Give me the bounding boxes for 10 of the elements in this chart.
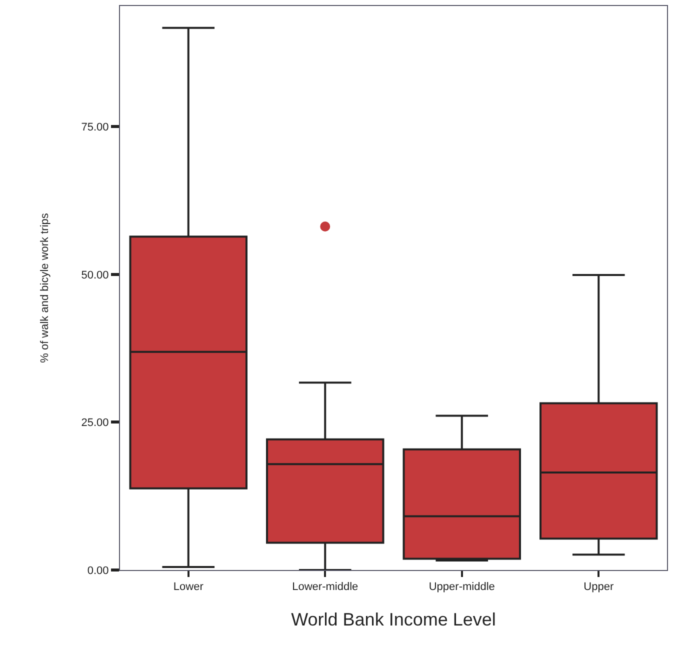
y-tick-label: 50.00: [81, 269, 109, 282]
x-tick-label: Lower-middle: [292, 581, 358, 594]
y-tick-label: 25.00: [81, 417, 109, 430]
x-tick-label: Lower: [173, 581, 204, 594]
x-tick-label: Upper-middle: [428, 581, 495, 594]
y-axis-title: % of walk and bicyle work trips: [38, 212, 51, 363]
y-tick-label: 0.00: [87, 564, 109, 577]
x-axis-title: World Bank Income Level: [291, 609, 496, 630]
y-tick-label: 75.00: [81, 121, 109, 134]
x-tick-label: Upper: [584, 581, 614, 594]
